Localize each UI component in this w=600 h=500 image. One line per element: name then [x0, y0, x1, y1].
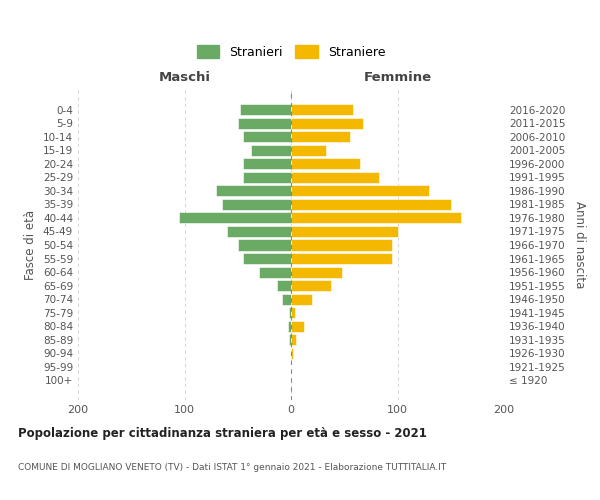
Bar [291, 172, 379, 183]
Text: COMUNE DI MOGLIANO VENETO (TV) - Dati ISTAT 1° gennaio 2021 - Elaborazione TUTTI: COMUNE DI MOGLIANO VENETO (TV) - Dati IS… [18, 462, 446, 471]
Bar [291, 186, 430, 196]
Bar [251, 144, 291, 156]
Text: Popolazione per cittadinanza straniera per età e sesso - 2021: Popolazione per cittadinanza straniera p… [18, 428, 427, 440]
Bar [243, 172, 291, 183]
Bar [291, 334, 296, 345]
Bar [291, 294, 313, 304]
Bar [243, 131, 291, 142]
Bar [291, 212, 461, 224]
Bar [243, 158, 291, 170]
Bar [238, 240, 291, 250]
Bar [291, 280, 331, 291]
Bar [291, 320, 304, 332]
Y-axis label: Anni di nascita: Anni di nascita [572, 202, 586, 288]
Bar [291, 144, 326, 156]
Bar [289, 334, 291, 345]
Bar [291, 104, 353, 115]
Text: Maschi: Maschi [158, 71, 211, 84]
Bar [259, 266, 291, 278]
Bar [288, 320, 291, 332]
Bar [291, 118, 364, 128]
Bar [291, 266, 342, 278]
Legend: Stranieri, Straniere: Stranieri, Straniere [192, 40, 390, 64]
Bar [291, 348, 293, 359]
Bar [291, 199, 451, 210]
Bar [243, 253, 291, 264]
Bar [291, 253, 392, 264]
Text: Femmine: Femmine [364, 71, 431, 84]
Bar [227, 226, 291, 237]
Bar [291, 131, 350, 142]
Bar [217, 186, 291, 196]
Bar [238, 118, 291, 128]
Bar [222, 199, 291, 210]
Bar [291, 240, 392, 250]
Bar [291, 158, 360, 170]
Bar [291, 307, 295, 318]
Bar [289, 307, 291, 318]
Bar [277, 280, 291, 291]
Y-axis label: Fasce di età: Fasce di età [25, 210, 37, 280]
Bar [283, 294, 291, 304]
Bar [179, 212, 291, 224]
Bar [291, 226, 398, 237]
Bar [240, 104, 291, 115]
